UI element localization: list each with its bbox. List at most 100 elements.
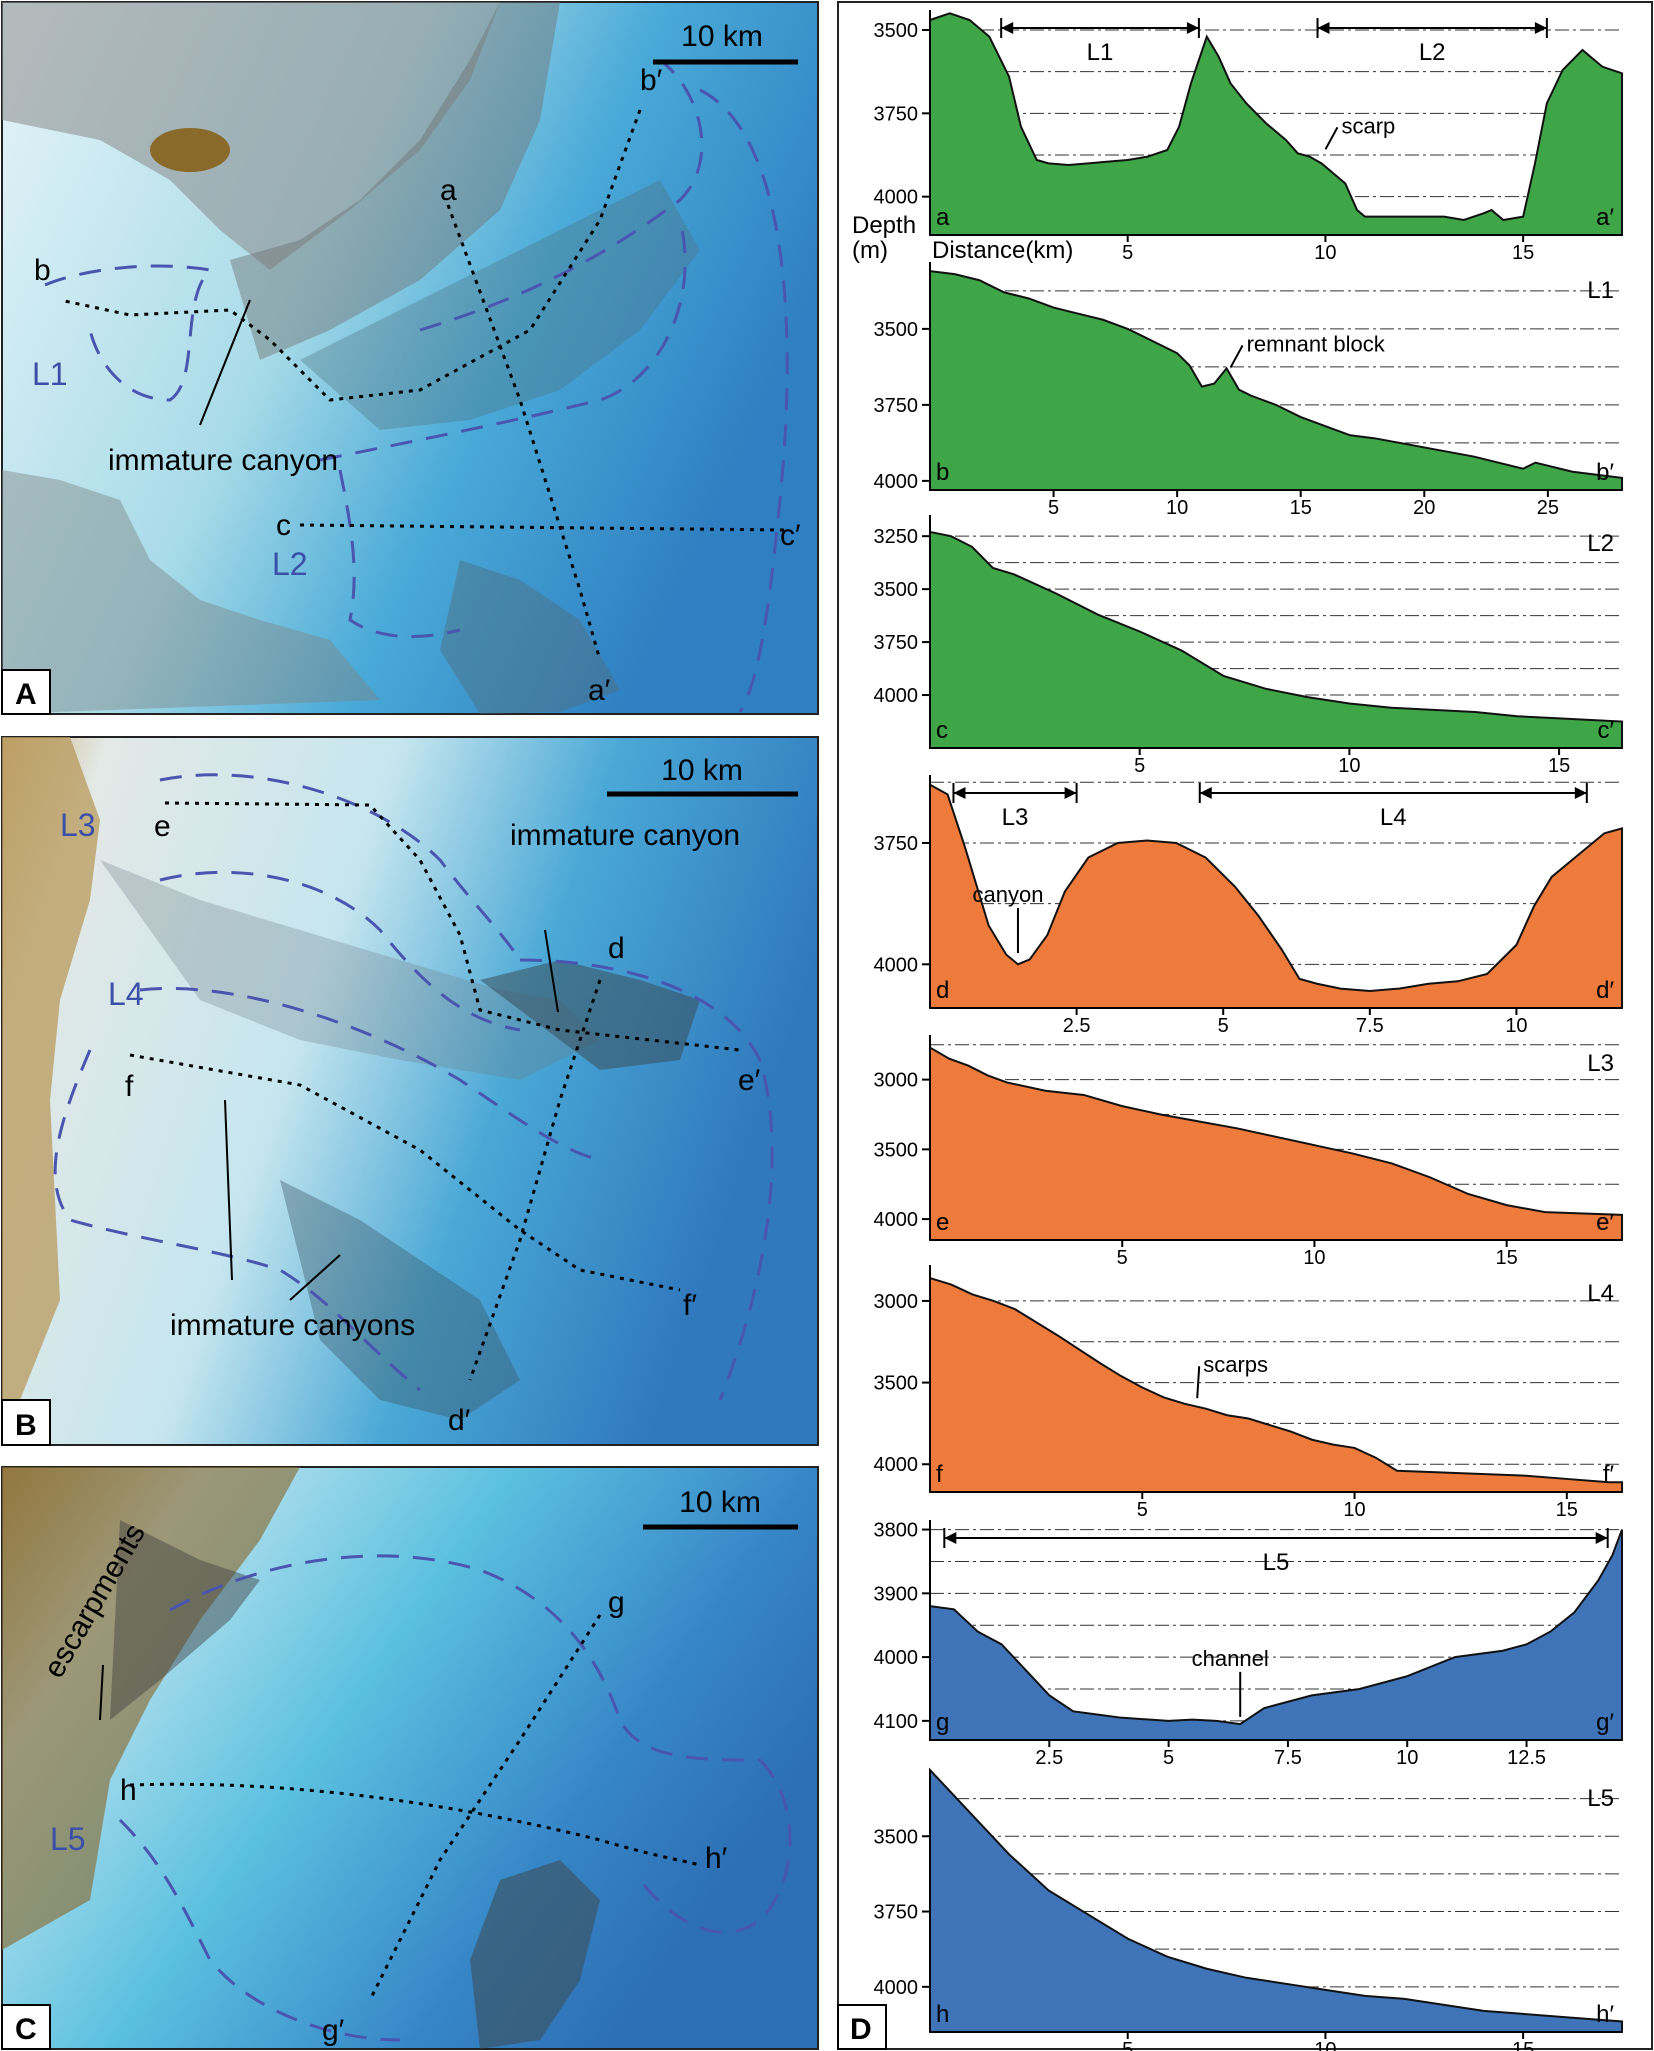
annotation-arrow [1196, 1366, 1201, 1399]
distance-axis-label: Distance(km) [932, 237, 1073, 264]
profile-start-label: c [936, 717, 948, 744]
profile-chart-dd: 3750 4000 2.5 5 7.5 10 d d′ L3 L4 canyon [874, 775, 1623, 1037]
profile-start-a: a [440, 174, 457, 207]
profile-side-label: L3 [1587, 1050, 1614, 1077]
x-tick-label: 10 [1343, 1499, 1365, 1521]
area-label-l5: L5 [50, 1821, 86, 1857]
x-tick-label: 15 [1290, 497, 1312, 519]
span-label: L4 [1380, 804, 1407, 831]
x-tick-label: 2.5 [1063, 1015, 1091, 1037]
x-tick-label: 15 [1512, 242, 1534, 264]
profile-start-label: h [936, 2001, 949, 2028]
x-tick-label: 7.5 [1274, 1747, 1302, 1769]
area-label-l3: L3 [60, 807, 96, 843]
profile-start-label: e [936, 1209, 949, 1236]
profile-chart-gg: 3800 3900 4000 4100 2.5 5 7.5 10 12.5 g g′ L5 channe… [874, 1520, 1623, 1769]
profile-chart-bb: 3500 3750 4000 5 10 15 20 25 b b′ L1 remnant block [874, 262, 1623, 519]
x-tick-label: 15 [1512, 2039, 1534, 2051]
panel-label-b: B [15, 1409, 37, 1442]
annotation-arrow [1229, 344, 1244, 368]
scale-label: 10 km [679, 1486, 761, 1519]
y-tick-label: 3750 [874, 632, 919, 654]
annotation-label: canyon [972, 882, 1043, 907]
x-tick-label: 5 [1137, 1499, 1148, 1521]
y-tick-label: 3500 [874, 20, 919, 42]
x-tick-label: 2.5 [1035, 1747, 1063, 1769]
profile-end-label: d′ [1596, 977, 1614, 1004]
y-tick-label: 4000 [874, 1977, 919, 1999]
profile-end-d: d′ [448, 1404, 471, 1437]
profile-chart-hh: 3500 3750 4000 5 10 15 h h′ L5 [874, 1767, 1623, 2051]
scale-label: 10 km [661, 754, 743, 787]
annotation-immature-canyon-b: immature canyon [510, 819, 740, 852]
area-label-l2: L2 [272, 546, 308, 582]
profile-start-h: h [120, 1774, 137, 1807]
profile-end-h: h′ [705, 1842, 728, 1875]
map-panel-c: 10 km g g′ h h′ L5 escarpments C [1, 1466, 819, 2050]
profile-start-f: f [125, 1070, 134, 1103]
annotation-immature-canyons: immature canyons [170, 1309, 415, 1342]
y-tick-label: 3750 [874, 1902, 919, 1924]
profile-end-c: c′ [780, 519, 801, 552]
profile-area-ee [929, 1045, 1623, 1241]
x-tick-label: 25 [1537, 497, 1559, 519]
x-tick-label: 12.5 [1507, 1747, 1546, 1769]
profile-end-label: g′ [1596, 1709, 1614, 1736]
profile-chart-aa: 3500 3750 4000 5 10 15 a a′ L1 L2 scarp [874, 10, 1623, 264]
y-tick-label: 3500 [874, 1826, 919, 1848]
profile-area-dd [929, 783, 1623, 1009]
y-tick-label: 4000 [874, 1209, 919, 1231]
profile-end-label: h′ [1596, 2001, 1614, 2028]
profile-end-label: b′ [1596, 459, 1614, 486]
arrow-head [1001, 22, 1014, 34]
profile-area-ff [929, 1276, 1623, 1493]
profile-side-label: L4 [1587, 1280, 1614, 1307]
area-label-l1: L1 [32, 356, 68, 392]
x-tick-label: 5 [1122, 2039, 1133, 2051]
panel-label-c: C [15, 2013, 37, 2046]
x-tick-label: 7.5 [1356, 1015, 1384, 1037]
span-label: L3 [1002, 804, 1029, 831]
x-tick-label: 5 [1117, 1247, 1128, 1269]
span-label: L5 [1263, 1549, 1290, 1576]
profile-start-d: d [608, 932, 625, 965]
profile-area-bb [929, 269, 1623, 491]
annotation-label: remnant block [1247, 331, 1386, 356]
annotation-label: channel [1192, 1646, 1269, 1671]
y-tick-label: 3750 [874, 395, 919, 417]
y-tick-label: 3500 [874, 1373, 919, 1395]
x-tick-label: 10 [1505, 1015, 1527, 1037]
arrow-head [953, 787, 966, 799]
profile-start-g: g [608, 1586, 625, 1619]
profiles-group: 3500 3750 4000 5 10 15 a a′ L1 L2 scarp 3500 3750 400… [874, 10, 1623, 2051]
profile-start-e: e [154, 810, 171, 843]
profile-chart-cc: 3250 3500 3750 4000 5 10 15 c c′ L2 [874, 515, 1623, 777]
x-tick-label: 15 [1548, 755, 1570, 777]
arrow-head [1064, 787, 1077, 799]
y-tick-label: 3000 [874, 1291, 919, 1313]
y-tick-label: 3750 [874, 103, 919, 125]
x-tick-label: 10 [1314, 242, 1336, 264]
y-tick-label: 4000 [874, 471, 919, 493]
y-tick-label: 3750 [874, 833, 919, 855]
arrow-head [944, 1532, 957, 1544]
y-tick-label: 3800 [874, 1520, 919, 1542]
profile-side-label: L5 [1587, 1785, 1614, 1812]
profile-start-b: b [34, 254, 51, 287]
profile-end-label: e′ [1596, 1209, 1614, 1236]
y-tick-label: 3250 [874, 526, 919, 548]
depth-unit-label: (m) [852, 237, 888, 264]
depth-axis-label: Depth [852, 212, 916, 239]
profile-area-cc [929, 530, 1623, 749]
annotation-immature-canyon: immature canyon [108, 444, 338, 477]
y-tick-label: 4000 [874, 954, 919, 976]
x-tick-label: 20 [1413, 497, 1435, 519]
profile-end-g: g′ [322, 2014, 345, 2047]
profile-end-a: a′ [588, 674, 611, 707]
map-panel-b: 10 km d d′ e e′ f f′ L3 L4 immature cany… [1, 736, 819, 1446]
arrow-head [1186, 22, 1199, 34]
y-tick-label: 4000 [874, 187, 919, 209]
x-tick-label: 15 [1496, 1247, 1518, 1269]
profile-panel-d: 3500 3750 4000 5 10 15 a a′ L1 L2 scarp 3500 3750 400… [837, 1, 1653, 2051]
profile-chart-ff: 3000 3500 4000 5 10 15 f f′ L4 scarps [874, 1265, 1623, 1521]
